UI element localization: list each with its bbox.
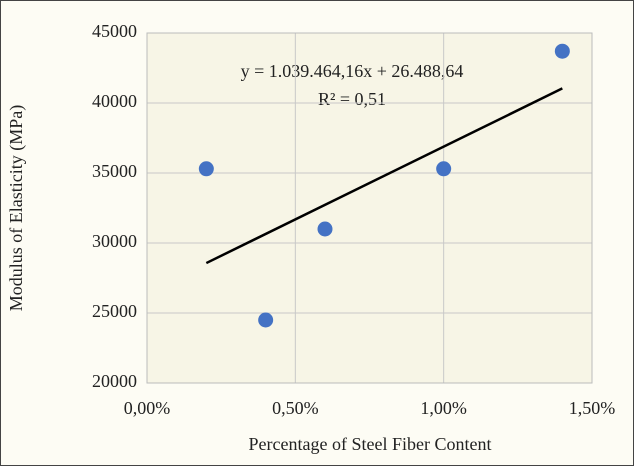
trend-equation: y = 1.039.464,16x + 26.488,64: [241, 61, 464, 81]
plot-area: [147, 33, 592, 383]
y-tick-label: 35000: [92, 161, 137, 181]
y-tick-label: 40000: [92, 91, 137, 111]
y-tick-label: 45000: [92, 21, 137, 41]
trendline: [205, 87, 563, 265]
x-tick-label: 0,50%: [272, 398, 319, 418]
plot-border: [146, 32, 593, 384]
x-tick-label: 1,50%: [569, 398, 616, 418]
y-tick-label: 25000: [92, 301, 137, 321]
data-point: [436, 161, 452, 177]
x-tick-label: 1,00%: [420, 398, 467, 418]
data-point: [317, 221, 333, 237]
data-point: [258, 312, 274, 328]
r-squared: R² = 0,51: [318, 89, 386, 109]
y-tick-label: 30000: [92, 231, 137, 251]
y-tick-label: 20000: [92, 371, 137, 391]
x-tick-label: 0,00%: [124, 398, 171, 418]
data-point: [198, 161, 214, 177]
x-axis-label: Percentage of Steel Fiber Content: [249, 434, 492, 454]
y-axis-label: Modulus of Elasticity (MPa): [6, 105, 27, 311]
data-point: [554, 43, 570, 59]
